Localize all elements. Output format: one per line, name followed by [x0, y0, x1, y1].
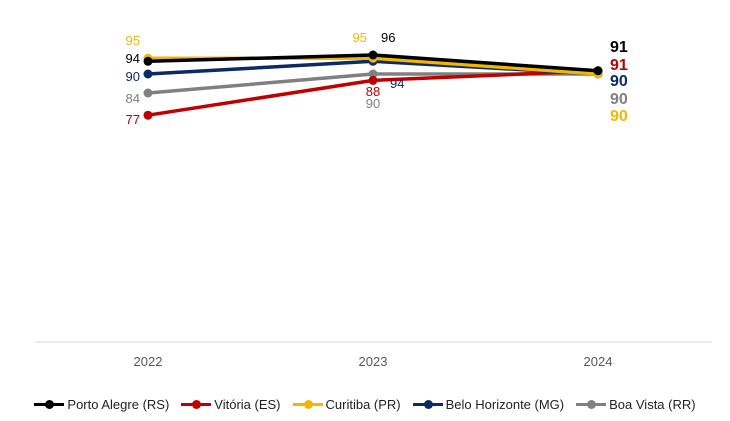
legend-item-belo-horizonte-mg[interactable]: Belo Horizonte (MG): [412, 396, 565, 412]
data-point-vitoria-es-2022: [143, 110, 153, 120]
data-label-boa-vista-rr-2024: 90: [610, 91, 628, 108]
x-tick-label-2024: 2024: [584, 354, 613, 369]
data-label-vitoria-es-2024: 91: [610, 57, 628, 74]
legend-label: Boa Vista (RR): [609, 396, 696, 412]
data-label-curitiba-pr-2024: 90: [610, 108, 628, 125]
data-label-curitiba-pr-2022: 95: [126, 33, 140, 48]
data-label-porto-alegre-rs-2023: 96: [381, 30, 395, 45]
data-label-porto-alegre-rs-2022: 94: [126, 51, 140, 66]
data-label-belo-horizonte-mg-2023: 94: [390, 76, 404, 91]
legend-label: Vitória (ES): [214, 396, 281, 412]
data-point-boa-vista-rr-2022: [143, 88, 153, 98]
data-label-vitoria-es-2022: 77: [126, 112, 140, 127]
data-label-belo-horizonte-mg-2022: 90: [126, 69, 140, 84]
legend-label: Curitiba (PR): [325, 396, 401, 412]
data-point-vitoria-es-2023: [368, 75, 378, 85]
data-label-curitiba-pr-2023: 95: [353, 30, 367, 45]
data-label-boa-vista-rr-2023: 90: [366, 96, 380, 111]
x-tick-label-2023: 2023: [359, 354, 388, 369]
series-points: [143, 50, 603, 120]
data-label-boa-vista-rr-2022: 84: [126, 91, 140, 106]
legend-swatch-icon: [412, 399, 443, 409]
x-axis-ticks: 2022 2023 2024: [134, 354, 613, 369]
legend-label: Belo Horizonte (MG): [445, 396, 565, 412]
legend-label: Porto Alegre (RS): [67, 396, 170, 412]
legend-item-boa-vista-rr[interactable]: Boa Vista (RR): [576, 396, 696, 412]
legend-item-curitiba-pr[interactable]: Curitiba (PR): [292, 396, 401, 412]
data-label-porto-alegre-rs-2024: 91: [610, 39, 628, 56]
legend-swatch-icon: [576, 399, 607, 409]
legend-item-vitoria-es[interactable]: Vitória (ES): [181, 396, 281, 412]
legend-swatch-icon: [292, 399, 323, 409]
legend-swatch-icon: [34, 399, 65, 409]
data-point-porto-alegre-rs-2023: [368, 50, 378, 60]
legend: Porto Alegre (RS) Vitória (ES) Curitiba (P…: [0, 389, 730, 419]
data-point-boa-vista-rr-2023: [368, 69, 378, 79]
data-point-belo-horizonte-mg-2022: [143, 69, 153, 79]
data-point-porto-alegre-rs-2022: [143, 56, 153, 66]
data-point-porto-alegre-rs-2024: [593, 66, 603, 76]
data-label-vitoria-es-2023: 88: [366, 84, 380, 99]
legend-swatch-icon: [181, 399, 212, 409]
x-tick-label-2022: 2022: [134, 354, 163, 369]
data-label-belo-horizonte-mg-2024: 90: [610, 73, 628, 90]
legend-item-porto-alegre-rs[interactable]: Porto Alegre (RS): [34, 397, 169, 412]
